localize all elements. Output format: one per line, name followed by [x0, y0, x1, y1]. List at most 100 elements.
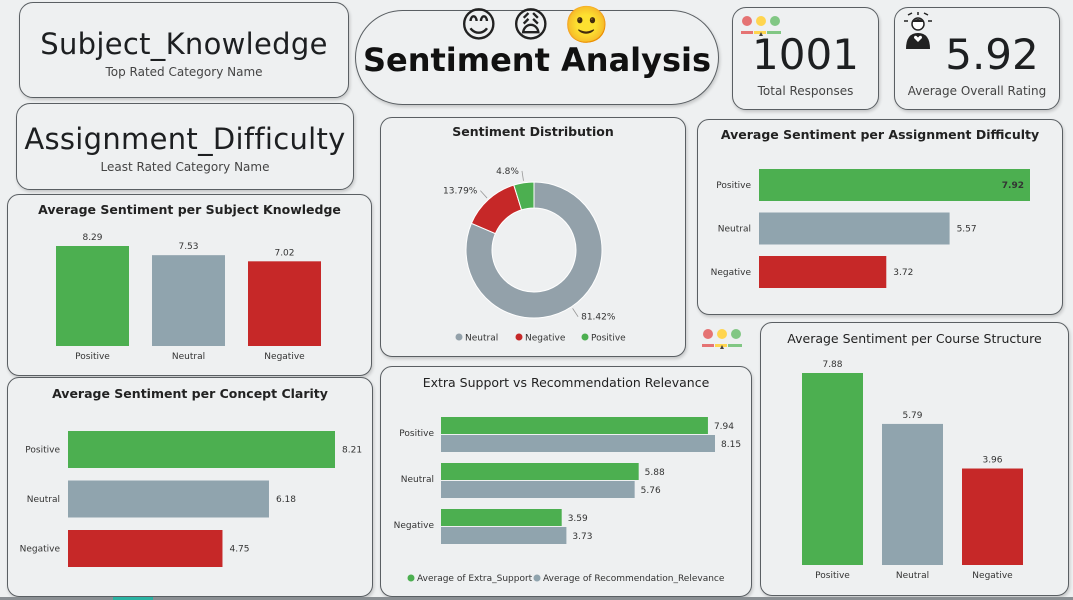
emoji-row: 😊 😩 🙂 [458, 2, 618, 50]
assignment-difficulty-chart[interactable]: Average Sentiment per Assignment Difficu… [697, 119, 1063, 315]
bottom-scrollbar[interactable] [0, 597, 1073, 600]
top-category-card[interactable]: Subject_Knowledge Top Rated Category Nam… [19, 2, 349, 98]
data-label: 4.8% [496, 167, 519, 177]
chart-title: Extra Support vs Recommendation Relevanc… [422, 375, 710, 390]
bar-negative[interactable] [962, 468, 1023, 565]
data-label: 5.57 [957, 225, 977, 235]
category-label: Negative [264, 352, 305, 362]
chart-plot: 7.88 Positive 5.79 Neutral 3.96 Negative [802, 360, 1023, 581]
legend-label[interactable]: Positive [591, 334, 626, 344]
legend-marker [581, 333, 589, 341]
total-responses-card[interactable]: 1001 Total Responses [732, 7, 879, 110]
legend-label[interactable]: Negative [525, 334, 566, 344]
category-label: Neutral [718, 225, 751, 235]
slice-negative[interactable] [470, 184, 523, 235]
chart-plot: 7.94 8.15 Positive 5.88 5.76 Neutral 3.59 3.73 N… [394, 417, 741, 584]
category-label: Neutral [27, 495, 60, 505]
least-category-card[interactable]: Assignment_Difficulty Least Rated Catego… [16, 103, 354, 190]
category-label: Positive [716, 181, 751, 191]
data-label: 3.59 [568, 514, 588, 524]
category-label: Positive [399, 429, 434, 439]
weary-emoji-icon: 😩 [512, 5, 550, 46]
bar-neutral[interactable] [759, 212, 950, 245]
total-responses-value: 1001 [752, 30, 859, 79]
data-label: 5.79 [902, 411, 922, 421]
bar-positive[interactable] [759, 169, 1030, 201]
chart-title: Average Sentiment per Assignment Difficu… [720, 127, 1040, 142]
total-responses-label: Total Responses [757, 84, 854, 98]
avg-rating-value: 5.92 [945, 30, 1039, 79]
data-label: 6.18 [276, 495, 296, 505]
legend-marker [455, 333, 463, 341]
category-label: Negative [711, 268, 752, 278]
bar-neutral[interactable] [882, 423, 943, 565]
legend-label[interactable]: Average of Extra_Support [417, 574, 533, 584]
subject-knowledge-chart[interactable]: Average Sentiment per Subject Knowledge … [7, 194, 372, 376]
bar-negative[interactable] [68, 530, 223, 567]
slight-smile-emoji-icon: 🙂 [564, 5, 609, 46]
data-label: 7.92 [1002, 181, 1024, 191]
category-label: Negative [20, 545, 61, 555]
chart-title: Average Sentiment per Subject Knowledge [38, 202, 341, 217]
legend-marker [533, 574, 541, 582]
legend-label[interactable]: Average of Recommendation_Relevance [543, 574, 725, 584]
bar-positive-series-1[interactable] [441, 435, 715, 452]
concept-clarity-chart[interactable]: Average Sentiment per Concept Clarity 8.… [7, 377, 373, 597]
top-category-label: Top Rated Category Name [105, 65, 263, 79]
category-label: Negative [394, 521, 435, 531]
data-label: 8.29 [82, 233, 102, 243]
bar-positive[interactable] [56, 246, 129, 346]
leader-line [572, 308, 579, 317]
leader-line [480, 190, 488, 199]
chart-title: Average Sentiment per Concept Clarity [52, 386, 328, 401]
bar-neutral-series-1[interactable] [441, 481, 635, 498]
person-heart-icon [904, 12, 932, 49]
chart-plot: 7.92 Positive 5.57 Neutral 3.72 Negative [711, 169, 1030, 288]
bar-positive[interactable] [68, 431, 335, 468]
extra-support-chart[interactable]: Extra Support vs Recommendation Relevanc… [380, 366, 752, 597]
chart-title: Average Sentiment per Course Structure [787, 331, 1042, 346]
data-label: 7.88 [822, 360, 842, 370]
avg-rating-card[interactable]: 5.92 Average Overall Rating [894, 7, 1060, 110]
bar-negative[interactable] [759, 256, 887, 288]
data-label: 3.73 [572, 532, 592, 542]
bar-neutral[interactable] [152, 255, 225, 346]
data-label: 7.53 [178, 242, 198, 252]
data-label: 81.42% [581, 313, 616, 323]
rating-scale-icon [702, 329, 742, 349]
bar-neutral-series-0[interactable] [441, 463, 639, 480]
leader-line [521, 170, 524, 181]
data-label: 7.94 [714, 422, 734, 432]
chart-plot: 81.42% 13.79% 4.8% Neutral Negative Positive [443, 167, 626, 344]
category-label: Neutral [172, 352, 205, 362]
data-label: 8.21 [342, 446, 362, 456]
data-label: 7.02 [274, 248, 294, 258]
chart-plot: 8.21 Positive 6.18 Neutral 4.75 Negative [20, 431, 362, 567]
bar-neutral[interactable] [68, 480, 269, 518]
bar-negative-series-0[interactable] [441, 509, 562, 526]
top-category-value: Subject_Knowledge [40, 27, 328, 61]
data-label: 13.79% [443, 187, 478, 197]
title-banner: Sentiment Analysis [355, 10, 719, 105]
data-label: 5.88 [645, 468, 665, 478]
category-label: Positive [25, 446, 60, 456]
data-label: 5.76 [641, 486, 661, 496]
legend-label[interactable]: Neutral [465, 334, 498, 344]
data-label: 3.72 [893, 268, 913, 278]
course-structure-chart[interactable]: Average Sentiment per Course Structure 7… [760, 322, 1069, 596]
legend-marker [515, 333, 523, 341]
smiling-emoji-icon: 😊 [460, 5, 498, 46]
bar-negative[interactable] [248, 261, 321, 346]
bar-positive-series-0[interactable] [441, 417, 708, 434]
slice-positive[interactable] [513, 181, 535, 211]
bar-negative-series-1[interactable] [441, 527, 567, 544]
page-tab-indicator[interactable] [113, 597, 153, 600]
sentiment-distribution-chart[interactable]: Sentiment Distribution 81.42% 13.79% 4.8% N… [380, 117, 686, 357]
data-label: 4.75 [229, 545, 249, 555]
category-label: Positive [75, 352, 110, 362]
avg-rating-label: Average Overall Rating [907, 84, 1047, 98]
bar-positive[interactable] [802, 373, 863, 565]
chart-plot: 8.29 Positive 7.53 Neutral 7.02 Negative [56, 233, 321, 362]
slice-neutral[interactable] [465, 181, 603, 319]
data-label: 3.96 [982, 456, 1002, 466]
